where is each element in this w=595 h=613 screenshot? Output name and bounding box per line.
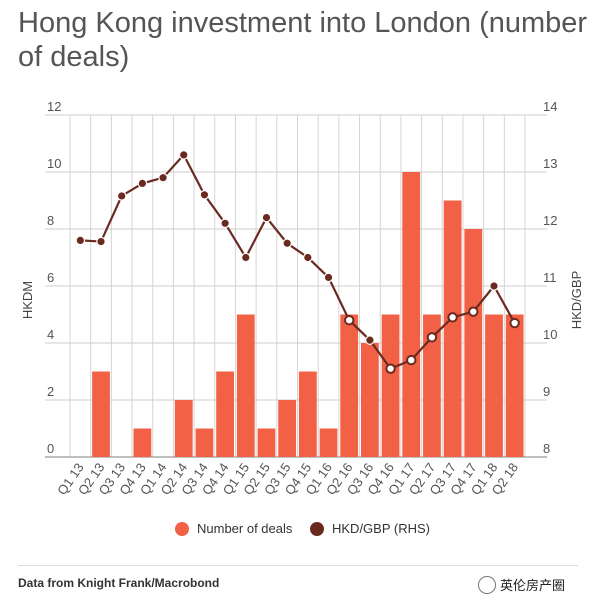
bar-q2-14	[174, 400, 193, 457]
left-tick-label: 12	[47, 99, 61, 114]
line-point-q3-17	[447, 312, 458, 323]
right-tick-label: 8	[543, 441, 550, 456]
legend-label-deals: Number of deals	[197, 521, 293, 536]
line-point-q1-15	[240, 252, 251, 263]
line-point-q4-17	[468, 306, 479, 317]
right-tick-label: 12	[543, 213, 557, 228]
line-point-q4-13	[137, 178, 148, 189]
right-tick-label: 10	[543, 327, 557, 342]
bar-q2-18	[505, 314, 524, 457]
bar-q2-17	[423, 314, 441, 457]
bar-q1-18	[485, 314, 503, 457]
bar-q2-15	[257, 428, 276, 457]
bar-q4-17	[464, 229, 483, 457]
left-tick-label: 0	[47, 441, 54, 456]
left-tick-label: 10	[47, 156, 61, 171]
line-point-q2-17	[426, 332, 438, 343]
footer-divider	[18, 565, 578, 566]
line-point-q2-14	[178, 150, 189, 160]
bar-q4-16	[381, 314, 400, 457]
bar-q3-17	[443, 200, 462, 457]
source-note: Data from Knight Frank/Macrobond	[18, 576, 220, 590]
chart-title: Hong Kong investment into London (number…	[18, 7, 588, 73]
legend-item-hkdgbp: HKD/GBP (RHS)	[310, 521, 430, 536]
right-tick-label: 9	[543, 384, 550, 399]
bar-q3-16	[360, 343, 379, 457]
left-axis-label: HKDM	[20, 281, 35, 319]
bar-q3-15	[278, 400, 297, 457]
line-point-q1-18	[489, 281, 499, 291]
line-point-q1-14	[158, 172, 168, 183]
right-tick-label: 14	[543, 99, 557, 114]
legend-item-deals: Number of deals	[175, 521, 292, 536]
grid-group	[45, 114, 547, 458]
left-tick-label: 4	[47, 327, 54, 342]
left-tick-label: 6	[47, 270, 54, 285]
watermark: 英伦房产圈	[478, 575, 565, 594]
bar-q4-13	[133, 428, 152, 457]
bars-group	[92, 172, 524, 457]
left-tick-label: 2	[47, 384, 54, 399]
left-axis-ticks: 0 2 4 6 8 10 12	[47, 99, 61, 456]
bar-q4-14	[216, 371, 235, 457]
legend-swatch-deals	[175, 521, 189, 536]
legend-swatch-hkdgbp	[310, 521, 324, 536]
bar-q1-16	[319, 428, 338, 457]
bar-q2-16	[340, 314, 359, 457]
line-point-q2-13	[96, 236, 106, 247]
line-point-q1-13	[75, 235, 86, 246]
left-tick-label: 8	[47, 213, 54, 228]
legend-label-hkdgbp: HKD/GBP (RHS)	[332, 521, 430, 536]
bar-q1-15	[236, 314, 255, 457]
line-point-q4-15	[303, 252, 313, 263]
line-group	[75, 150, 520, 374]
legend: Number of deals HKD/GBP (RHS)	[0, 521, 595, 543]
line-point-q2-18	[509, 317, 520, 329]
wechat-icon	[478, 575, 496, 594]
line-point-q3-14	[199, 190, 210, 200]
line-point-q1-16	[323, 272, 334, 283]
bar-q3-14	[195, 428, 214, 457]
right-axis-ticks: 8 9 10 11 12 13 14	[543, 99, 557, 456]
line-point-q4-14	[220, 218, 230, 229]
line-point-q1-17	[406, 354, 417, 366]
right-tick-label: 11	[543, 270, 557, 285]
line-point-q3-13	[116, 191, 127, 201]
right-tick-label: 13	[543, 156, 557, 171]
bar-q1-17	[402, 172, 421, 457]
line-point-q3-16	[365, 335, 375, 345]
bar-q4-15	[298, 371, 317, 457]
line-point-q4-16	[385, 363, 396, 374]
line-point-q2-15	[261, 212, 272, 223]
right-axis-label: HKD/GBP	[569, 271, 584, 330]
bar-q2-13	[92, 371, 110, 457]
line-point-q3-15	[282, 238, 292, 249]
hkdgbp-line	[80, 152, 516, 370]
watermark-text: 英伦房产圈	[500, 578, 566, 593]
line-point-q2-16	[344, 315, 355, 326]
